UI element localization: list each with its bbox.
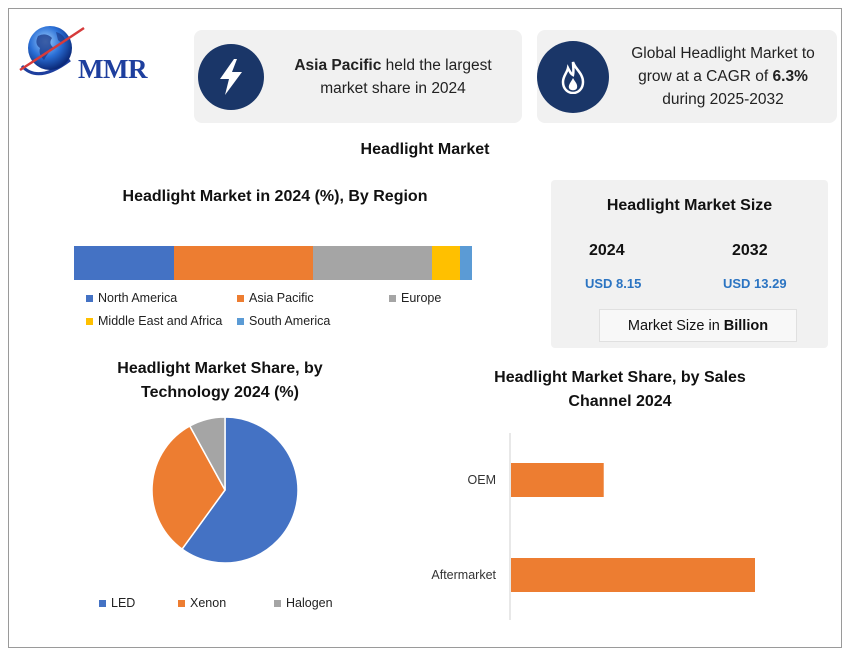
region-highlight-text: Asia Pacific held the largest market sha… xyxy=(294,56,492,97)
legend-swatch xyxy=(86,294,93,302)
legend-swatch xyxy=(237,317,244,325)
cagr-highlight-box: Global Headlight Market to grow at a CAG… xyxy=(537,30,837,123)
value-2032: USD 13.29 xyxy=(723,276,787,291)
pie-slice-led xyxy=(181,416,299,564)
legend-swatch xyxy=(389,294,396,302)
cagr-highlight-text: Global Headlight Market to grow at a CAG… xyxy=(631,45,815,108)
legend-halogen: Halogen xyxy=(274,596,333,610)
sales-channel-chart-title: Headlight Market Share, by Sales Channel… xyxy=(494,369,746,410)
market-size-unit: Market Size in Billion xyxy=(599,309,797,342)
bar-label-oem: OEM xyxy=(468,473,496,487)
globe-icon xyxy=(19,26,85,76)
market-size-box: Headlight Market Size 2024 2032 USD 8.15… xyxy=(551,180,828,348)
legend-middle-east-africa: Middle East and Africa xyxy=(86,314,222,328)
legend-europe: Europe xyxy=(389,291,441,305)
region-highlight-box: Asia Pacific held the largest market sha… xyxy=(194,30,522,123)
bar-oem xyxy=(511,463,604,497)
legend-led: LED xyxy=(99,596,135,610)
region-bar-segment-middle-east-and-africa xyxy=(432,246,461,280)
region-bar-segment-north-america xyxy=(74,246,174,280)
flame-icon xyxy=(537,40,609,113)
market-size-title: Headlight Market Size xyxy=(606,197,773,214)
legend-swatch xyxy=(274,599,281,607)
bar-label-aftermarket: Aftermarket xyxy=(431,568,496,582)
legend-swatch xyxy=(86,317,93,325)
legend-swatch xyxy=(178,599,185,607)
region-bar-segment-europe xyxy=(312,246,433,280)
page-title: Headlight Market xyxy=(360,141,490,158)
bar-aftermarket xyxy=(511,558,755,592)
pie-slice-halogen xyxy=(188,416,226,491)
legend-swatch xyxy=(99,599,106,607)
legend-south-america: South America xyxy=(237,314,330,328)
region-stacked-bar xyxy=(74,246,472,280)
region-chart-title: Headlight Market in 2024 (%), By Region xyxy=(122,188,428,205)
year-2032-label: 2032 xyxy=(732,242,768,259)
legend-swatch xyxy=(237,294,244,302)
infographic-frame xyxy=(8,8,842,648)
technology-pie-chart xyxy=(151,416,299,564)
logo-text: MMR xyxy=(78,54,147,84)
lightning-icon xyxy=(198,43,264,110)
technology-chart-title: Headlight Market Share, by Technology 20… xyxy=(117,360,323,401)
value-2024: USD 8.15 xyxy=(585,276,642,291)
mmr-logo: MMR xyxy=(18,22,178,84)
legend-asia-pacific: Asia Pacific xyxy=(237,291,314,305)
legend-xenon: Xenon xyxy=(178,596,226,610)
sales-channel-bar-chart: OEM Aftermarket xyxy=(431,433,755,620)
region-bar-segment-asia-pacific xyxy=(173,246,313,280)
pie-slice-xenon xyxy=(151,425,226,551)
year-2024-label: 2024 xyxy=(589,242,625,259)
legend-north-america: North America xyxy=(86,291,177,305)
region-bar-segment-south-america xyxy=(460,246,472,280)
